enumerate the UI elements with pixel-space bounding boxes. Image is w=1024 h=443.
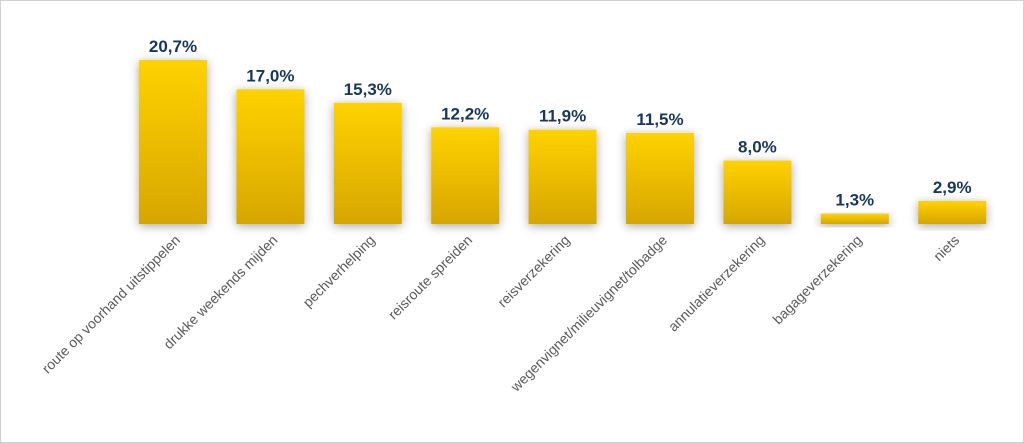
bar-5 (626, 132, 694, 224)
bar-8 (918, 201, 987, 224)
value-label-1: 17,0% (246, 66, 294, 85)
bar-1 (236, 89, 305, 224)
category-label-8: niets (930, 232, 962, 264)
value-label-7: 1,3% (835, 191, 874, 210)
bars-layer (139, 60, 987, 224)
value-label-5: 11,5% (636, 110, 683, 129)
value-label-2: 15,3% (344, 80, 392, 99)
bar-0 (139, 60, 207, 224)
category-label-2: pechverhelping (299, 232, 377, 310)
value-label-4: 11,9% (539, 107, 586, 126)
bar-4 (528, 129, 597, 224)
value-label-3: 12,2% (441, 104, 489, 123)
bar-2 (333, 102, 402, 224)
category-label-3: reisroute spreiden (385, 232, 476, 323)
category-label-5: wegenvignet/milieuvignet/tolbadge (507, 232, 671, 396)
category-label-0: route op voorhand uitstippelen (39, 232, 184, 377)
value-label-6: 8,0% (738, 138, 777, 157)
bar-3 (431, 127, 500, 224)
category-label-6: annulatieverzekering (665, 232, 768, 335)
category-label-4: reisverzekering (494, 232, 572, 310)
value-label-0: 20,7% (149, 37, 197, 56)
category-label-7: bagageverzekering (769, 232, 865, 328)
bar-6 (723, 160, 792, 224)
value-label-8: 2,9% (933, 178, 972, 197)
category-label-1: drukke weekends mijden (160, 232, 280, 352)
value-labels-layer: 20,7% 17,0% 15,3% 12,2% 11,9% 11,5% 8,0% 1,3% 2,… (149, 37, 972, 210)
bar-7 (820, 213, 889, 224)
